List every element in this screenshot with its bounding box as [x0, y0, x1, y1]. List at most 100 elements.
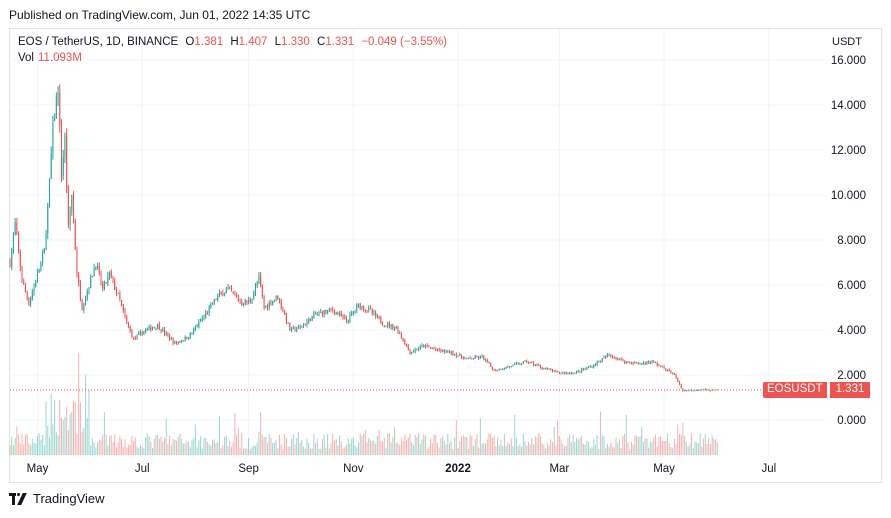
candle-body [188, 338, 190, 340]
candle-body [498, 368, 500, 371]
candle-body [134, 337, 136, 339]
volume-bar [98, 439, 100, 455]
volume-bar [321, 439, 323, 455]
volume-bar [57, 435, 59, 455]
candle-body [510, 366, 512, 368]
candle-body [402, 338, 404, 341]
volume-bar [69, 413, 71, 455]
volume-bar [558, 436, 560, 455]
volume-bar [254, 446, 257, 455]
volume-bar [28, 443, 30, 455]
volume-bar [325, 447, 327, 455]
candle-body [33, 286, 35, 293]
volume-bar [272, 443, 274, 455]
volume-bar [345, 444, 347, 455]
candle-body [497, 370, 499, 372]
volume-bar [170, 445, 172, 455]
volume-bar [60, 417, 63, 455]
volume-label[interactable]: Vol [18, 52, 34, 64]
candle-body [397, 326, 399, 333]
candle-body [91, 276, 93, 278]
candle-body [193, 328, 195, 333]
volume-bar [383, 437, 385, 455]
candle-body [416, 349, 418, 351]
candle-body [170, 338, 172, 340]
volume-bar [174, 440, 176, 455]
volume-bar [534, 436, 536, 455]
candle-body [601, 358, 603, 362]
volume-bar [177, 436, 179, 455]
volume-bar [646, 438, 648, 455]
volume-bar [74, 402, 76, 455]
volume-bars [9, 353, 718, 455]
candle-body [431, 347, 433, 349]
volume-bar [684, 436, 686, 455]
volume-bar [301, 440, 303, 455]
candle-body [181, 340, 183, 342]
candle-body [399, 332, 401, 334]
volume-bar [273, 442, 275, 455]
volume-bar [9, 445, 11, 455]
volume-bar [514, 414, 516, 455]
candle-body [680, 384, 682, 389]
volume-bar [351, 438, 353, 455]
volume-bar [117, 442, 119, 455]
candle-body [654, 361, 657, 363]
volume-bar [224, 436, 226, 455]
volume-bar [629, 448, 631, 455]
candle-body [443, 349, 445, 353]
candle-body [189, 333, 191, 339]
candle-body [373, 312, 375, 314]
candle-body [167, 332, 169, 336]
candle-body [98, 266, 100, 273]
volume-bar [625, 415, 627, 455]
volume-bar [419, 443, 421, 455]
candle-body [311, 316, 313, 322]
x-tick-label: Jul [761, 463, 776, 475]
volume-bar [404, 434, 406, 455]
candle-body [615, 357, 617, 359]
candle-body [622, 358, 624, 362]
footer-branding[interactable]: TradingView [9, 491, 105, 506]
symbol-title[interactable]: EOS / TetherUS, 1D, BINANCE [18, 36, 179, 48]
candle-body [287, 322, 289, 324]
candle-body [64, 135, 66, 157]
volume-bar [91, 438, 93, 455]
volume-bar [11, 436, 13, 455]
candle-body [507, 366, 509, 368]
volume-bar [375, 443, 377, 455]
volume-bar [33, 442, 35, 455]
volume-bar [47, 425, 49, 455]
candle-body [361, 306, 363, 309]
candle-body [672, 373, 674, 375]
candle-body [407, 345, 409, 350]
candle-body [406, 344, 408, 346]
candle-body [584, 368, 586, 370]
volume-bar [715, 439, 717, 455]
candle-body [90, 276, 92, 288]
candle-body [630, 362, 632, 364]
candle-body [301, 326, 303, 328]
candle-body [76, 249, 78, 276]
volume-bar [618, 439, 620, 455]
candle-body [246, 300, 248, 303]
volume-bar [479, 418, 481, 455]
volume-bar [55, 431, 57, 455]
volume-bar [584, 444, 586, 455]
volume-bar [188, 441, 190, 455]
volume-bar [588, 441, 590, 455]
volume-bar [352, 437, 354, 455]
volume-bar [357, 442, 360, 455]
candle-body [469, 357, 471, 359]
volume-bar [196, 447, 198, 455]
volume-bar [567, 437, 569, 455]
volume-bar [443, 440, 445, 455]
candle-body [581, 368, 583, 372]
y-tick-label: 8.000 [837, 235, 866, 247]
volume-bar [222, 445, 224, 455]
volume-bar [129, 445, 131, 455]
y-tick-label: 2.000 [837, 370, 866, 382]
currency-label[interactable]: USDT [832, 36, 862, 48]
candle-body [359, 303, 361, 309]
